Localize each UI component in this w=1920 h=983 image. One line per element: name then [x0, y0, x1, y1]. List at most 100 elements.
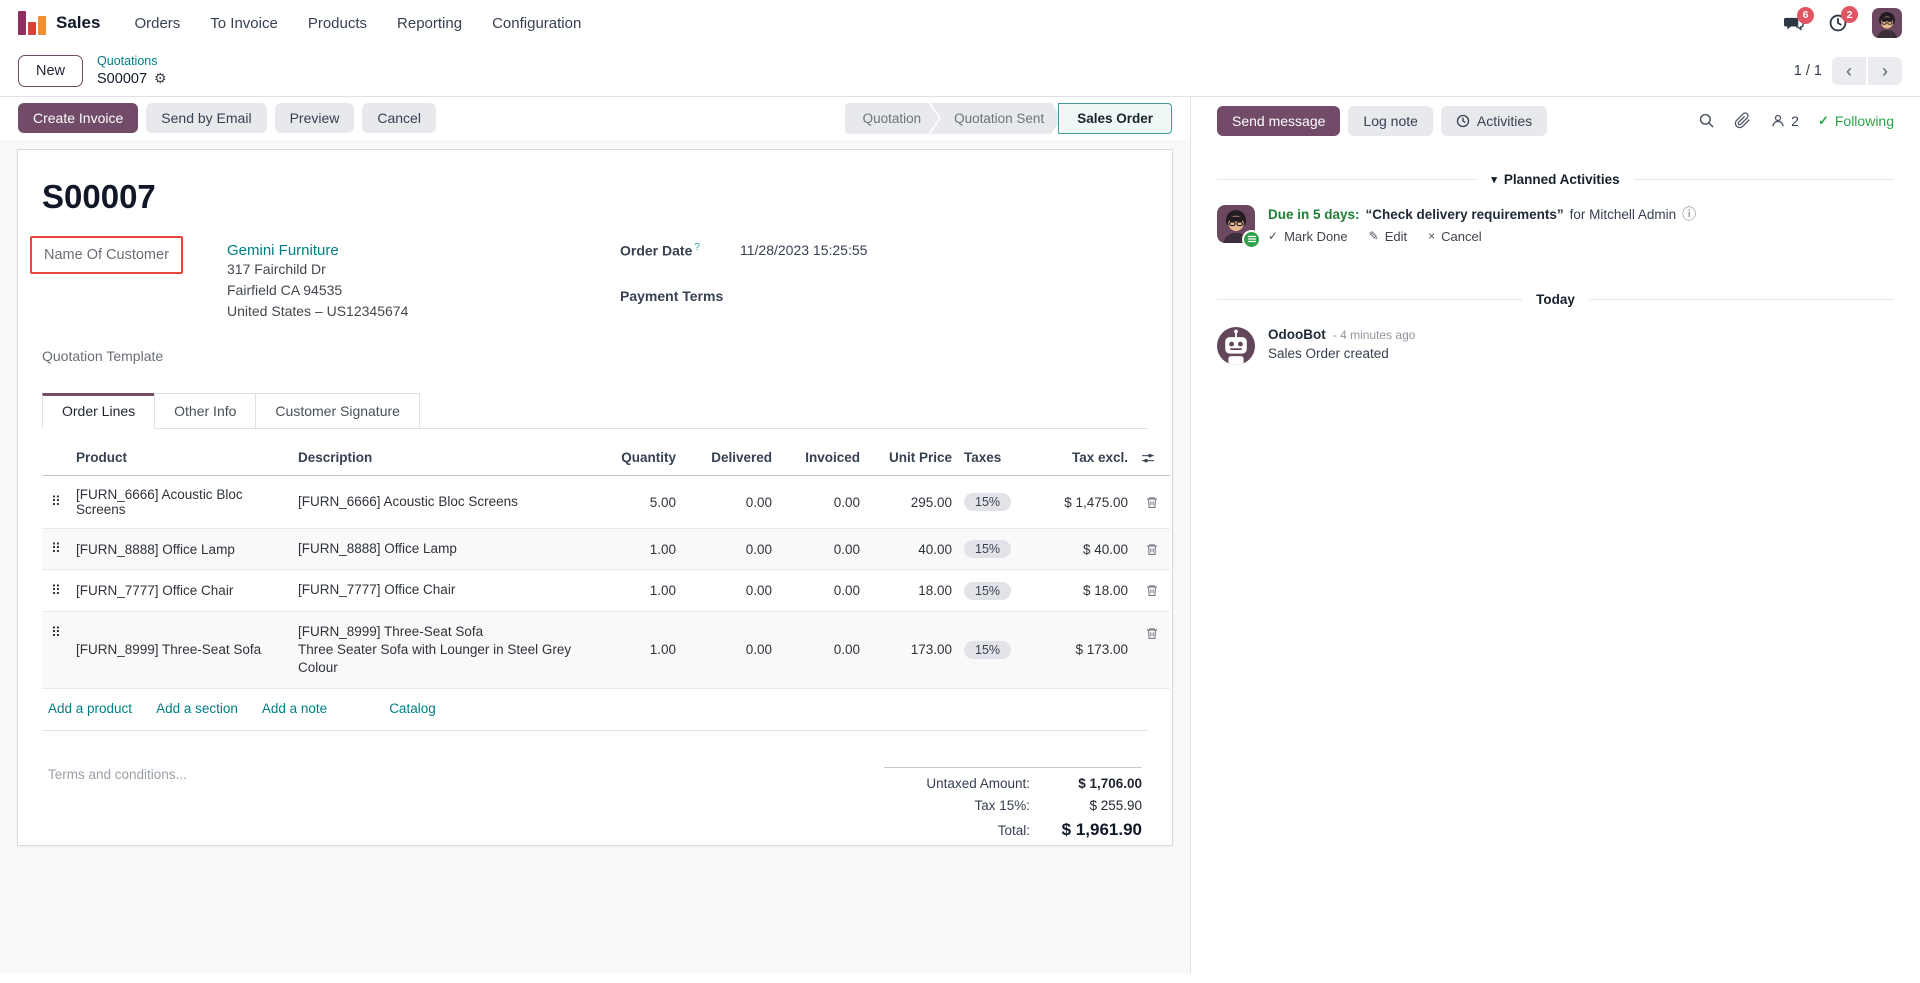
col-unit-price[interactable]: Unit Price: [866, 440, 958, 477]
add-product-link[interactable]: Add a product: [48, 701, 133, 717]
mark-done-button[interactable]: ✓ Mark Done: [1268, 228, 1348, 244]
drag-handle[interactable]: ⠿: [42, 569, 70, 612]
menu-reporting[interactable]: Reporting: [397, 14, 463, 32]
drag-handle[interactable]: ⠿: [42, 528, 70, 571]
delete-row-button[interactable]: [1134, 611, 1170, 690]
quantity-cell[interactable]: 1.00: [600, 569, 682, 612]
taxes-cell[interactable]: 15%: [958, 528, 1022, 571]
col-taxes[interactable]: Taxes: [958, 440, 1022, 477]
col-quantity[interactable]: Quantity: [600, 440, 682, 477]
planned-activities-toggle[interactable]: ▾ Planned Activities: [1491, 171, 1620, 187]
description-cell[interactable]: [FURN_8999] Three-Seat Sofa Three Seater…: [292, 611, 600, 690]
order-date-value[interactable]: 11/28/2023 15:25:55: [740, 241, 868, 258]
col-delivered[interactable]: Delivered: [682, 440, 778, 477]
pager-previous-button[interactable]: ‹: [1832, 56, 1866, 85]
delivered-cell[interactable]: 0.00: [682, 475, 778, 530]
subtotal-cell: $ 40.00: [1022, 528, 1134, 571]
drag-handle[interactable]: ⠿: [42, 611, 70, 690]
tab-order-lines[interactable]: Order Lines: [42, 392, 156, 429]
unit-price-cell[interactable]: 295.00: [866, 475, 958, 530]
followers-button[interactable]: 2: [1770, 113, 1799, 129]
unit-price-cell[interactable]: 173.00: [866, 611, 958, 690]
cancel-activity-button[interactable]: × Cancel: [1428, 228, 1482, 244]
delete-row-button[interactable]: [1134, 569, 1170, 612]
odoo-app-logo-icon[interactable]: [18, 11, 46, 35]
product-cell[interactable]: [FURN_7777] Office Chair: [70, 569, 292, 612]
send-by-email-button[interactable]: Send by Email: [146, 103, 267, 134]
app-name[interactable]: Sales: [56, 13, 101, 32]
search-messages-button[interactable]: [1698, 112, 1715, 129]
gear-icon[interactable]: ⚙: [154, 69, 167, 86]
edit-activity-button[interactable]: ✎ Edit: [1368, 228, 1408, 244]
unit-price-cell[interactable]: 40.00: [866, 528, 958, 571]
catalog-link[interactable]: Catalog: [389, 701, 436, 717]
status-step-quotation[interactable]: Quotation: [845, 103, 940, 134]
add-note-link[interactable]: Add a note: [261, 701, 328, 717]
product-cell[interactable]: [FURN_6666] Acoustic Bloc Screens: [70, 475, 292, 530]
activities-menu-button[interactable]: 2: [1828, 6, 1858, 33]
invoiced-cell[interactable]: 0.00: [778, 569, 866, 612]
attachments-button[interactable]: [1734, 112, 1751, 129]
sliders-icon: [1142, 454, 1154, 463]
tab-customer-signature[interactable]: Customer Signature: [255, 392, 420, 429]
menu-to-invoice[interactable]: To Invoice: [210, 14, 278, 32]
breadcrumb: Quotations S00007 ⚙: [97, 54, 167, 88]
chatter-panel: Send message Log note Activities: [1190, 96, 1920, 973]
menu-products[interactable]: Products: [307, 14, 368, 32]
delete-row-button[interactable]: [1134, 528, 1170, 571]
description-cell[interactable]: [FURN_8888] Office Lamp: [292, 528, 600, 571]
col-product[interactable]: Product: [70, 440, 292, 477]
status-step-sales-order[interactable]: Sales Order: [1058, 102, 1172, 134]
taxes-cell[interactable]: 15%: [958, 569, 1022, 612]
unit-price-cell[interactable]: 18.00: [866, 569, 958, 612]
delete-row-button[interactable]: [1134, 475, 1170, 530]
quotation-template-label: Quotation Template: [42, 347, 164, 364]
taxes-cell[interactable]: 15%: [958, 475, 1022, 530]
description-cell[interactable]: [FURN_6666] Acoustic Bloc Screens: [292, 475, 600, 530]
info-icon[interactable]: ⓘ: [1682, 206, 1697, 223]
product-cell[interactable]: [FURN_8999] Three-Seat Sofa: [70, 611, 292, 690]
log-note-button[interactable]: Log note: [1348, 105, 1433, 136]
status-step-quotation-sent[interactable]: Quotation Sent: [930, 103, 1062, 134]
tab-other-info[interactable]: Other Info: [154, 392, 257, 429]
quantity-cell[interactable]: 5.00: [600, 475, 682, 530]
preview-button[interactable]: Preview: [274, 103, 355, 134]
add-section-link[interactable]: Add a section: [156, 701, 238, 717]
breadcrumb-quotations-link[interactable]: Quotations: [97, 54, 158, 68]
cancel-button[interactable]: Cancel: [362, 103, 436, 134]
message-author[interactable]: OdooBot: [1268, 326, 1326, 342]
menu-configuration[interactable]: Configuration: [492, 14, 582, 32]
col-description[interactable]: Description: [292, 440, 600, 477]
invoiced-cell[interactable]: 0.00: [778, 528, 866, 571]
customer-name-link[interactable]: Gemini Furniture: [227, 241, 339, 259]
col-invoiced[interactable]: Invoiced: [778, 440, 866, 477]
delivered-cell[interactable]: 0.00: [682, 528, 778, 571]
column-settings-button[interactable]: [1134, 440, 1170, 477]
create-invoice-button[interactable]: Create Invoice: [18, 103, 139, 134]
user-avatar[interactable]: [1872, 8, 1902, 38]
product-cell[interactable]: [FURN_8888] Office Lamp: [70, 528, 292, 571]
invoiced-cell[interactable]: 0.00: [778, 611, 866, 690]
following-button[interactable]: ✓ Following: [1817, 112, 1894, 129]
quantity-cell[interactable]: 1.00: [600, 528, 682, 571]
invoiced-cell[interactable]: 0.00: [778, 475, 866, 530]
activities-button[interactable]: Activities: [1440, 105, 1548, 136]
check-icon: ✓: [1268, 229, 1279, 244]
quantity-cell[interactable]: 1.00: [600, 611, 682, 690]
pager-next-button[interactable]: ›: [1868, 56, 1902, 85]
taxes-cell[interactable]: 15%: [958, 611, 1022, 690]
menu-orders[interactable]: Orders: [134, 14, 181, 32]
delivered-cell[interactable]: 0.00: [682, 569, 778, 612]
send-message-button[interactable]: Send message: [1217, 105, 1341, 136]
delivered-cell[interactable]: 0.00: [682, 611, 778, 690]
description-cell[interactable]: [FURN_7777] Office Chair: [292, 569, 600, 612]
customer-address-line3: United States – US12345674: [227, 302, 409, 319]
terms-and-conditions-field[interactable]: Terms and conditions...: [48, 767, 187, 783]
col-tax-excl[interactable]: Tax excl.: [1022, 440, 1134, 477]
form-area: S00007 Name Of Customer Gemini Furniture…: [0, 139, 1190, 973]
payment-terms-field[interactable]: [740, 288, 1148, 306]
messages-button[interactable]: 6: [1783, 6, 1814, 33]
drag-handle[interactable]: ⠿: [42, 475, 70, 530]
pager-count[interactable]: 1 / 1: [1793, 62, 1822, 79]
new-button[interactable]: New: [18, 54, 84, 87]
